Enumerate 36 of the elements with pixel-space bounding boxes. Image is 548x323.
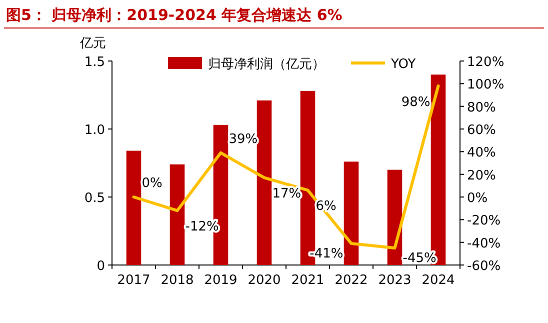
chart-title: 图5： 归母净利：2019-2024 年复合增速达 6% <box>6 6 342 24</box>
y2-tick-label: 0% <box>467 191 488 206</box>
data-label: 39% <box>228 132 258 147</box>
y2-tick-label: 20% <box>467 168 496 184</box>
legend-label: YOY <box>390 57 416 72</box>
x-tick-label: 2018 <box>160 273 194 288</box>
y-tick-label: 1.0 <box>84 123 105 138</box>
bar <box>170 164 185 265</box>
data-label: 17% <box>272 186 302 202</box>
x-tick-label: 2021 <box>291 273 324 288</box>
y2-tick-label: -40% <box>467 236 501 252</box>
y2-tick-label: 40% <box>467 146 496 161</box>
legend-label: 归母净利润（亿元） <box>208 57 325 72</box>
line-series <box>132 84 440 250</box>
x-tick-label: 2017 <box>117 273 150 288</box>
y2-tick-label: 80% <box>467 100 496 116</box>
x-tick-label: 2019 <box>204 273 238 288</box>
data-label: 0% <box>142 176 162 191</box>
data-label: 98% <box>401 94 430 110</box>
y-tick-label: 0.5 <box>84 191 105 206</box>
y-tick-label: 0 <box>96 259 105 274</box>
x-tick-label: 2023 <box>378 273 412 288</box>
bar <box>256 100 272 265</box>
bar <box>126 150 142 265</box>
y-tick-label: 1.5 <box>84 55 105 70</box>
x-tick-label: 2024 <box>422 273 455 288</box>
y-axis-title: 亿元 <box>79 36 106 51</box>
y2-tick-label: -20% <box>467 214 501 229</box>
bar <box>344 162 359 265</box>
y2-tick-label: 120% <box>467 55 504 70</box>
y2-tick-label: 100% <box>467 78 504 93</box>
x-tick-label: 2022 <box>334 273 368 288</box>
y2-tick-label: 60% <box>467 123 496 138</box>
y2-tick-label: -60% <box>467 259 501 274</box>
x-tick-label: 2020 <box>248 273 281 288</box>
bar <box>387 170 402 265</box>
